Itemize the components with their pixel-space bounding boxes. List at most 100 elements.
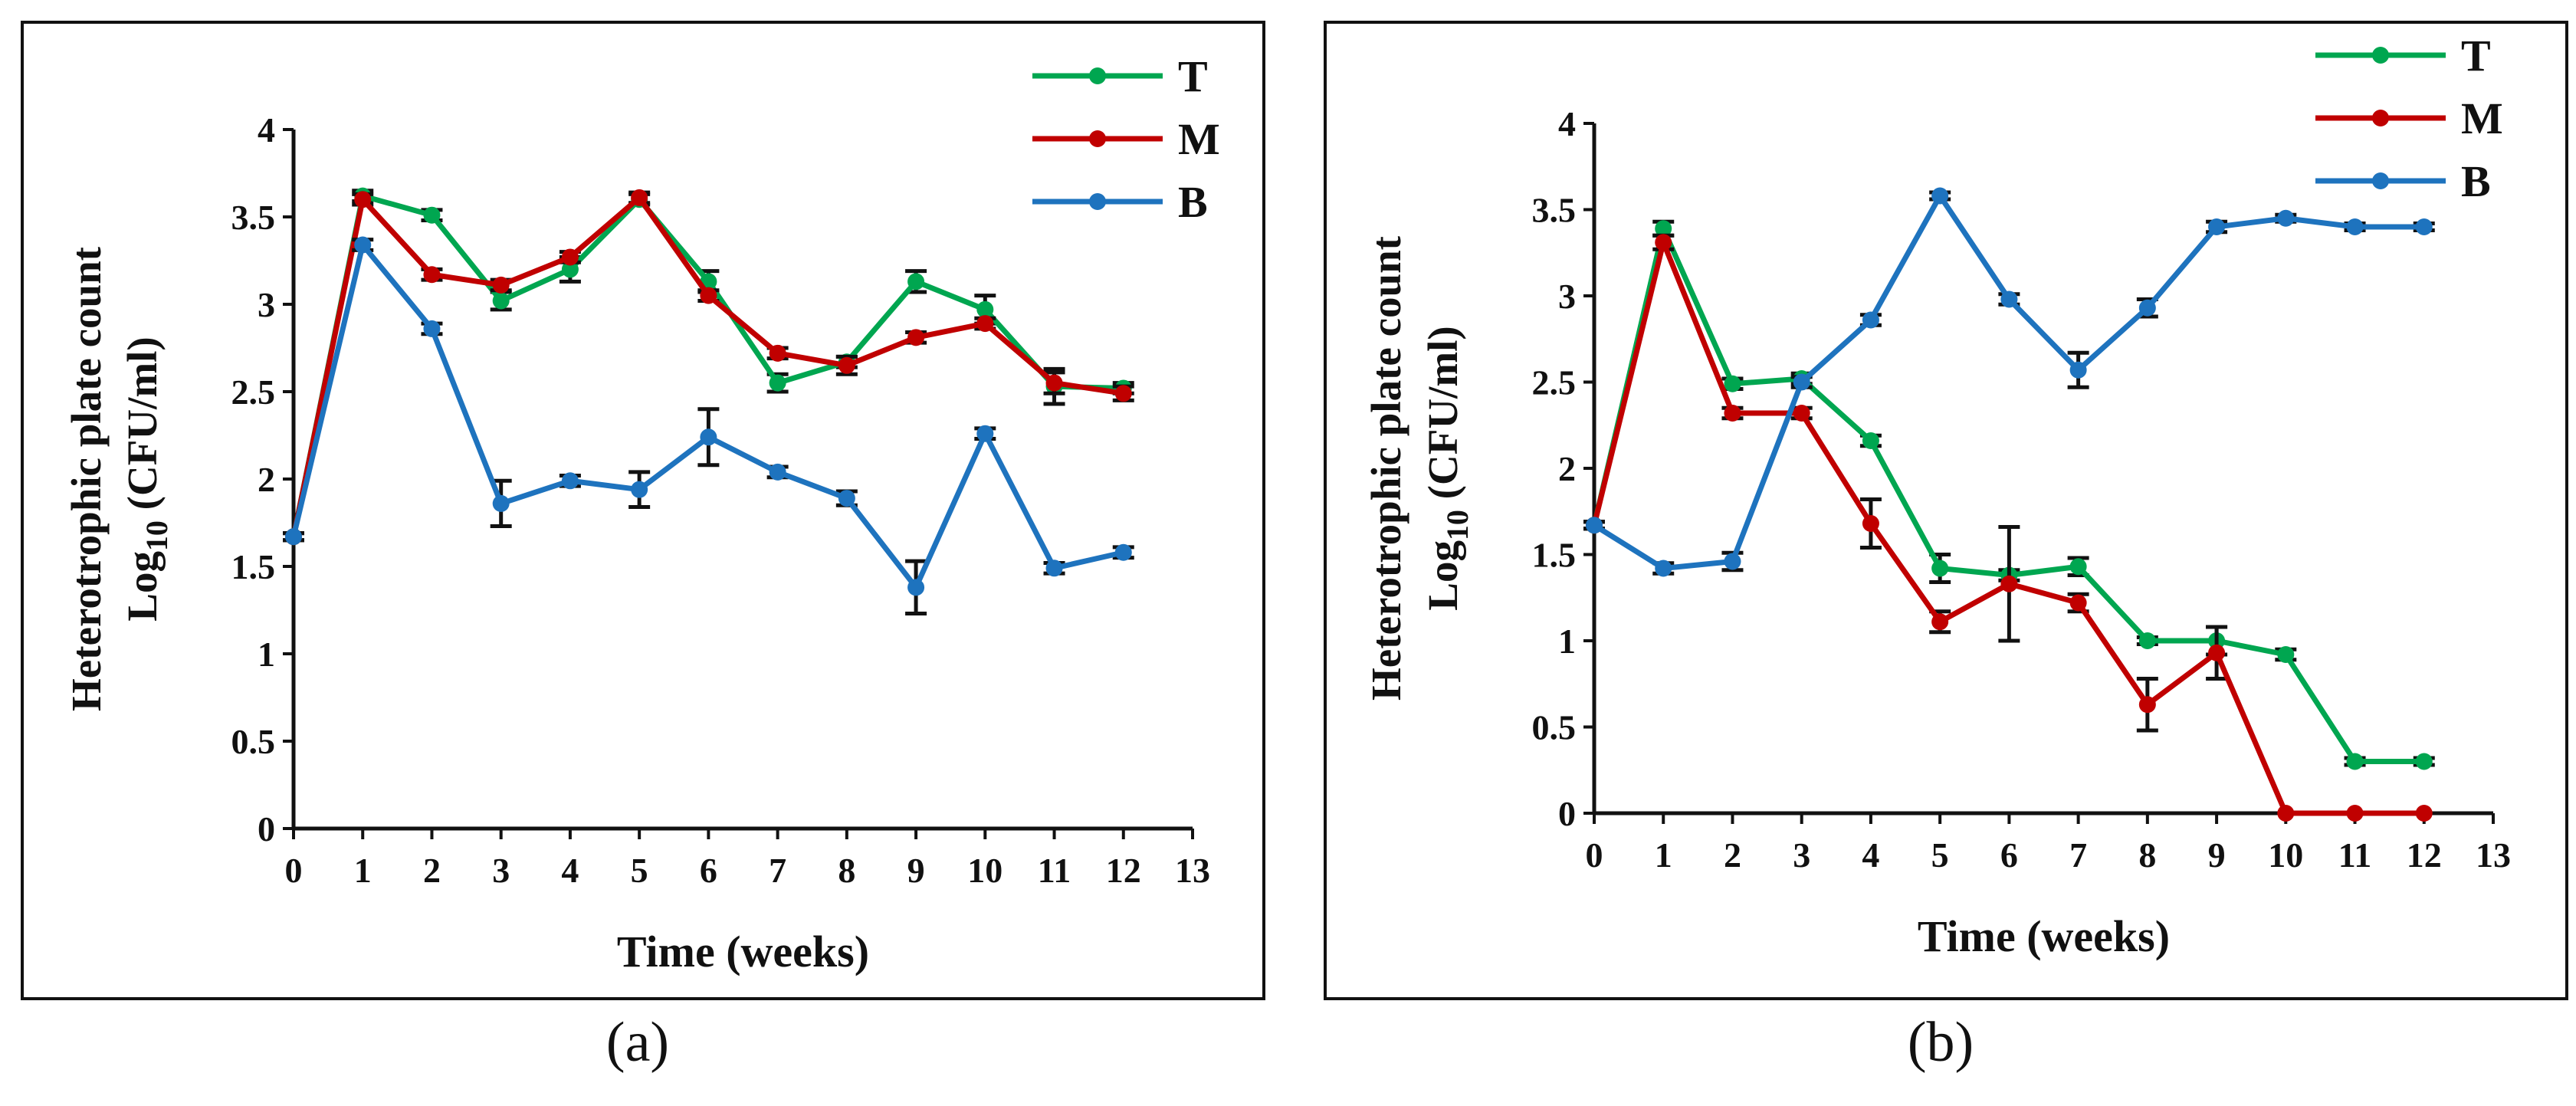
data-point-B	[561, 472, 579, 490]
chart-a-caption: (a)	[605, 1011, 670, 1074]
data-point-B	[838, 490, 855, 507]
data-point-M	[2069, 594, 2087, 612]
chart-a-svg: 00.511.522.533.540 1 2 3 4 5 6 7 8 9 10 11 12 13Time …	[63, 51, 1220, 976]
data-point-M	[561, 248, 579, 266]
y-tick-label: 3.5	[1532, 191, 1577, 230]
data-point-B	[769, 463, 786, 481]
y-tick-label: 0	[1558, 794, 1576, 833]
legend-marker-B	[2372, 172, 2389, 189]
chart-panel-b: 0 0.5 1 1.5 2 2.5 3 3.5 4 0 1 2 3 4 5 6 7 8 9 10 11 12 13 Time …	[1324, 21, 2568, 1000]
legend-label-B: B	[1178, 177, 1208, 227]
data-point-M	[838, 356, 855, 374]
data-point-B	[2346, 218, 2364, 235]
x-tick-label: 2	[423, 851, 441, 890]
data-point-B	[1655, 560, 1672, 577]
x-tick-label: 6	[700, 851, 717, 890]
legend-label-B: B	[2461, 156, 2491, 206]
x-tick-label: 2	[1724, 835, 1741, 875]
x-tick-label: 3	[1793, 835, 1810, 875]
x-tick-label: 11	[1038, 851, 1071, 890]
data-point-B	[1586, 517, 1603, 534]
y-axis-label-line2: Log10 (CFU/ml)	[1419, 326, 1475, 610]
legend-marker-M	[1089, 130, 1106, 147]
data-point-M	[700, 287, 717, 304]
data-point-T	[769, 374, 786, 392]
data-point-M	[1045, 374, 1063, 392]
x-tick-label: 0	[1586, 835, 1603, 875]
x-axis-label: Time (weeks)	[1918, 911, 2170, 961]
y-tick-label: 2.5	[231, 372, 276, 412]
data-point-M	[423, 266, 441, 284]
x-tick-label: 5	[1931, 835, 1949, 875]
chart-b-svg: 00.511.522.533.540 1 2 3 4 5 6 7 8 9 10 11 12 13Time …	[1363, 31, 2511, 961]
data-point-T	[561, 261, 579, 278]
y-tick-label: 1	[258, 635, 275, 674]
x-tick-label: 3	[492, 851, 510, 890]
data-point-B	[1862, 311, 1879, 329]
data-point-B	[423, 320, 441, 337]
legend-label-T: T	[2461, 31, 2491, 80]
y-tick-label: 4	[258, 110, 275, 149]
y-axis-label-base: Log	[119, 551, 166, 622]
y-tick-label: 0.5	[231, 722, 276, 761]
data-point-M	[2208, 644, 2226, 661]
data-point-T	[2138, 632, 2156, 649]
legend-label-M: M	[1178, 114, 1220, 164]
y-axis-label-unit: (CFU/ml)	[119, 336, 166, 520]
data-point-M	[2415, 805, 2433, 822]
data-point-T	[492, 292, 510, 310]
data-point-M	[2138, 696, 2156, 714]
x-tick-label: 12	[2407, 835, 2442, 875]
x-tick-label: 10	[2268, 835, 2303, 875]
y-tick-label: 4	[1558, 104, 1576, 143]
y-tick-label: 2.5	[1532, 363, 1577, 402]
data-point-B	[2277, 209, 2295, 227]
data-point-B	[2208, 218, 2226, 235]
y-axis-label-line1: Heterotrophic plate count	[63, 246, 110, 711]
y-tick-label: 1.5	[1532, 536, 1577, 575]
data-point-B	[1114, 543, 1132, 561]
data-point-M	[1862, 515, 1879, 532]
data-point-B	[907, 579, 925, 596]
x-tick-label: 1	[354, 851, 372, 890]
data-point-B	[2415, 218, 2433, 235]
y-tick-label: 1.5	[231, 547, 276, 586]
y-axis-label-subscript: 10	[1440, 510, 1475, 540]
y-tick-label: 2	[258, 460, 275, 499]
data-point-T	[2069, 558, 2087, 576]
x-tick-label: 10	[967, 851, 1003, 890]
data-point-B	[1931, 187, 1949, 205]
legend-label-M: M	[2461, 94, 2503, 143]
x-tick-label: 4	[561, 851, 579, 890]
data-point-T	[1724, 375, 1741, 392]
y-axis-label-line2: Log10 (CFU/ml)	[119, 336, 174, 621]
data-point-M	[354, 191, 372, 208]
x-tick-label: 8	[838, 851, 855, 890]
x-tick-label: 9	[907, 851, 925, 890]
data-point-B	[1045, 560, 1063, 577]
data-point-T	[1931, 560, 1949, 577]
data-point-M	[492, 276, 510, 294]
y-axis-label-line1: Heterotrophic plate count	[1363, 235, 1409, 701]
x-tick-label: 12	[1106, 851, 1141, 890]
y-tick-label: 0.5	[1532, 708, 1577, 747]
data-point-M	[1931, 613, 1949, 631]
legend-label-T: T	[1178, 51, 1208, 101]
data-point-T	[2346, 753, 2364, 770]
data-point-B	[354, 236, 372, 254]
y-tick-label: 2	[1558, 449, 1576, 488]
legend-marker-B	[1089, 193, 1106, 210]
data-point-M	[1793, 405, 1810, 422]
data-point-T	[423, 206, 441, 224]
y-tick-label: 3	[1558, 277, 1576, 316]
y-axis-label-subscript: 10	[139, 520, 174, 551]
data-point-B	[285, 528, 302, 546]
y-axis-label-unit: (CFU/ml)	[1419, 326, 1466, 510]
y-tick-label: 3	[258, 285, 275, 324]
legend-marker-T	[1089, 67, 1106, 84]
data-point-B	[2069, 361, 2087, 379]
y-tick-label: 1	[1558, 622, 1576, 661]
data-point-M	[976, 315, 994, 333]
data-point-B	[1724, 553, 1741, 570]
x-tick-label: 13	[2476, 835, 2511, 875]
